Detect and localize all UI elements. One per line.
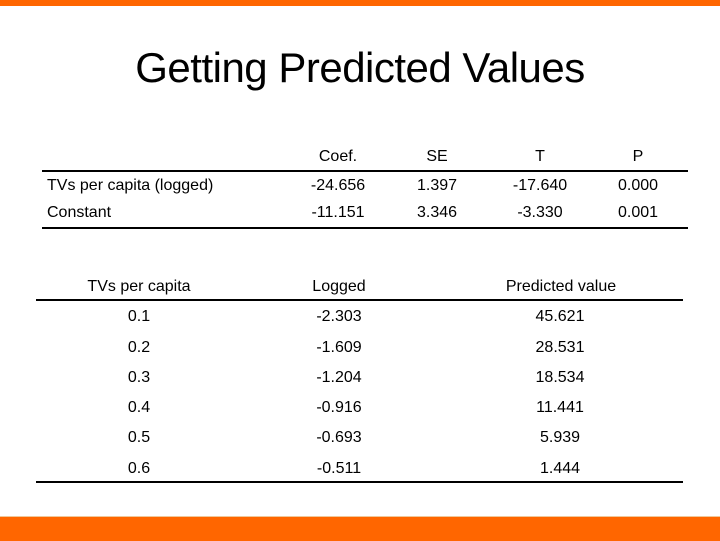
coef-value: -24.656 [310, 177, 366, 194]
header-tvs: TVs per capita [87, 278, 191, 295]
header-logged: Logged [312, 278, 366, 295]
tvs-value: 0.5 [127, 429, 151, 446]
top-accent-bar [0, 0, 720, 6]
header-coef: Coef. [318, 148, 358, 165]
predicted-value: 11.441 [536, 399, 584, 416]
predicted-value: 5.939 [539, 429, 581, 446]
tvs-value: 0.6 [127, 460, 151, 477]
predicted-value: 28.531 [535, 339, 585, 356]
bottom-accent-bar [0, 516, 720, 541]
header-se: SE [426, 148, 448, 165]
logged-value: -1.609 [316, 339, 362, 356]
predicted-value: 45.621 [535, 308, 585, 325]
tvs-value: 0.4 [127, 399, 151, 416]
tvs-value: 0.3 [127, 369, 151, 386]
p-value: 0.000 [617, 177, 659, 194]
t-value: -3.330 [517, 204, 563, 221]
tvs-value: 0.1 [127, 308, 151, 325]
predicted-value: 1.444 [539, 460, 581, 477]
tvs-value: 0.2 [127, 339, 151, 356]
logged-value: -2.303 [316, 308, 362, 325]
row-label: TVs per capita (logged) [47, 177, 214, 194]
logged-value: -0.693 [316, 429, 362, 446]
t-value: -17.640 [512, 177, 568, 194]
header-p: P [632, 148, 644, 165]
se-value: 3.346 [416, 204, 458, 221]
se-value: 1.397 [416, 177, 458, 194]
logged-value: -0.511 [316, 460, 362, 477]
table-rule [42, 227, 688, 229]
slide-title: Getting Predicted Values [135, 44, 585, 91]
row-label: Constant [47, 204, 112, 221]
table-rule [36, 299, 683, 301]
header-predicted: Predicted value [505, 278, 617, 295]
coef-value: -11.151 [311, 204, 365, 221]
header-t: T [535, 148, 545, 165]
p-value: 0.001 [617, 204, 659, 221]
logged-value: -1.204 [316, 369, 362, 386]
table-rule [42, 170, 688, 172]
logged-value: -0.916 [316, 399, 362, 416]
predicted-value: 18.534 [535, 369, 585, 386]
table-rule [36, 481, 683, 483]
